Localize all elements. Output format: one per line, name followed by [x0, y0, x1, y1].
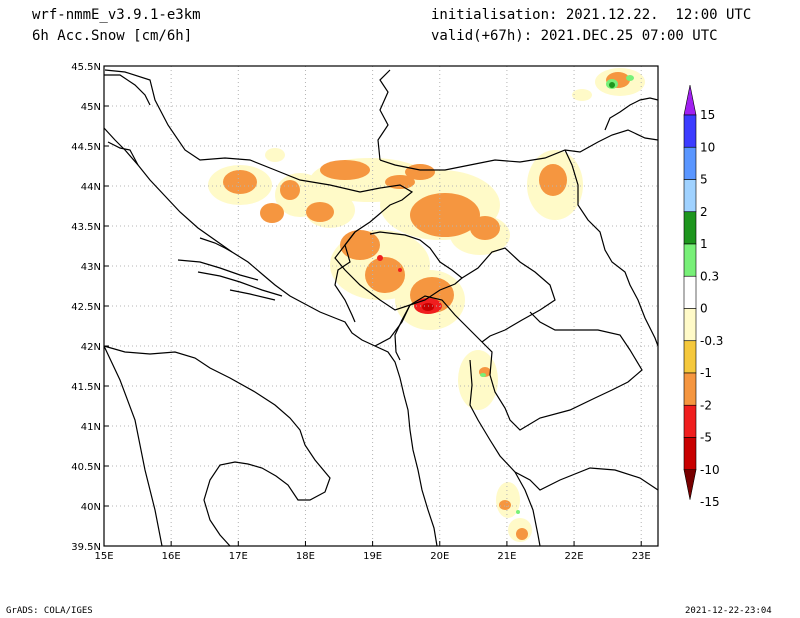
- lon-tick-label: 18E: [296, 551, 315, 562]
- snow-field: [208, 68, 645, 542]
- lat-tick-label: 41.5N: [71, 382, 101, 393]
- lat-tick-label: 44N: [81, 182, 101, 193]
- lon-tick-label: 15E: [94, 551, 113, 562]
- colorbar-label: 10: [700, 140, 715, 154]
- lat-tick-label: 43.5N: [71, 222, 101, 233]
- colorbar-swatch: [683, 372, 697, 406]
- lon-tick-label: 21E: [497, 551, 516, 562]
- colorbar-label: -15: [700, 495, 720, 509]
- colorbar-bottom-arrow: [683, 469, 697, 500]
- footer-timestamp: 2021-12-22-23:04: [685, 606, 772, 616]
- lat-tick-label: 42N: [81, 342, 101, 353]
- colorbar-label: -10: [700, 463, 720, 477]
- colorbar-label: -2: [700, 398, 712, 412]
- colorbar-swatch: [683, 437, 697, 471]
- valid-time: valid(+67h): 2021.DEC.25 07:00 UTC: [431, 28, 718, 44]
- model-title: wrf-nmmE_v3.9.1-e3km: [32, 7, 201, 23]
- colorbar-label: -1: [700, 366, 712, 380]
- colorbar-swatch: [683, 275, 697, 309]
- lat-tick-label: 43N: [81, 262, 101, 273]
- colorbar-swatch: [683, 146, 697, 180]
- variable-title: 6h Acc.Snow [cm/6h]: [32, 28, 193, 44]
- lon-tick-label: 20E: [430, 551, 449, 562]
- colorbar-swatch: [683, 308, 697, 342]
- footer-credit: GrADS: COLA/IGES: [6, 606, 93, 616]
- colorbar-label: -0.3: [700, 334, 723, 348]
- lon-tick-label: 17E: [229, 551, 248, 562]
- lat-tick-label: 40N: [81, 502, 101, 513]
- colorbar: 15 10 5 2 1 0.3 0 -0.3 -1 -2 -5 -10 -15: [683, 84, 723, 509]
- colorbar-swatch: [683, 404, 697, 438]
- colorbar-label: 15: [700, 108, 715, 122]
- colorbar-label: 5: [700, 173, 708, 187]
- lat-tick-label: 40.5N: [71, 462, 101, 473]
- colorbar-top-arrow: [683, 84, 697, 116]
- init-time: initialisation: 2021.12.22. 12:00 UTC: [431, 7, 752, 23]
- lon-tick-label: 16E: [162, 551, 181, 562]
- colorbar-swatch: [683, 211, 697, 245]
- lon-tick-label: 23E: [632, 551, 651, 562]
- map-panel: 15E 16E 17E 18E 19E 20E 21E 22E 23E 45.5N 45N 44.5N…: [71, 62, 659, 562]
- lat-tick-label: 44.5N: [71, 142, 101, 153]
- colorbar-label: 0.3: [700, 269, 719, 283]
- lat-tick-label: 45N: [81, 102, 101, 113]
- lat-tick-label: 42.5N: [71, 302, 101, 313]
- lon-tick-label: 19E: [363, 551, 382, 562]
- lon-tick-label: 22E: [565, 551, 584, 562]
- colorbar-swatch: [683, 243, 697, 277]
- lat-tick-label: 39.5N: [71, 542, 101, 553]
- lat-tick-label: 41N: [81, 422, 101, 433]
- colorbar-label: -5: [700, 431, 712, 445]
- colorbar-swatch: [683, 179, 697, 213]
- colorbar-swatch: [683, 340, 697, 374]
- lat-tick-label: 45.5N: [71, 62, 101, 73]
- colorbar-label: 2: [700, 205, 708, 219]
- colorbar-label: 1: [700, 237, 708, 251]
- map-axis-ticks: 15E 16E 17E 18E 19E 20E 21E 22E 23E 45.5N 45N 44.5N…: [71, 62, 650, 562]
- colorbar-swatch: [683, 114, 697, 148]
- colorbar-label: 0: [700, 302, 708, 316]
- map-gridlines: [104, 66, 658, 546]
- coastlines-borders: [103, 69, 659, 547]
